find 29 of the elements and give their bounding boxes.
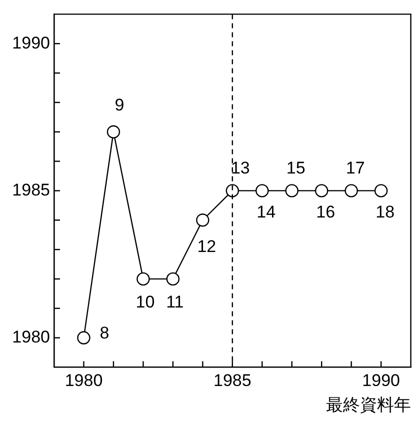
point	[374, 184, 388, 198]
annotation: 9	[114, 96, 124, 115]
annotation: 10	[136, 292, 155, 312]
point	[285, 184, 298, 198]
x-tick-label: 1990	[362, 371, 400, 390]
point	[315, 184, 328, 198]
point	[77, 331, 90, 344]
point	[226, 184, 239, 198]
y-tick-label: 1980	[12, 327, 50, 346]
y-tick-label: 1985	[12, 180, 50, 200]
annotation: 12	[197, 236, 216, 256]
point	[196, 214, 210, 227]
annotation: 16	[316, 202, 336, 222]
annotation: 17	[346, 158, 365, 178]
point	[136, 272, 150, 286]
x-tick-label: 1980	[64, 371, 103, 390]
point	[106, 125, 120, 138]
x-tick-label: 1985	[213, 371, 252, 390]
annotation: 18	[376, 202, 395, 222]
x-axis-title: 最終資料年	[326, 395, 411, 414]
point	[344, 184, 358, 198]
annotation: 8	[100, 323, 110, 342]
y-tick-label: 1990	[12, 33, 50, 52]
annotation: 15	[286, 158, 306, 178]
annotation: 14	[256, 202, 276, 222]
point	[256, 184, 269, 198]
annotation: 13	[230, 158, 250, 178]
point	[166, 272, 180, 286]
annotation: 11	[166, 292, 184, 312]
